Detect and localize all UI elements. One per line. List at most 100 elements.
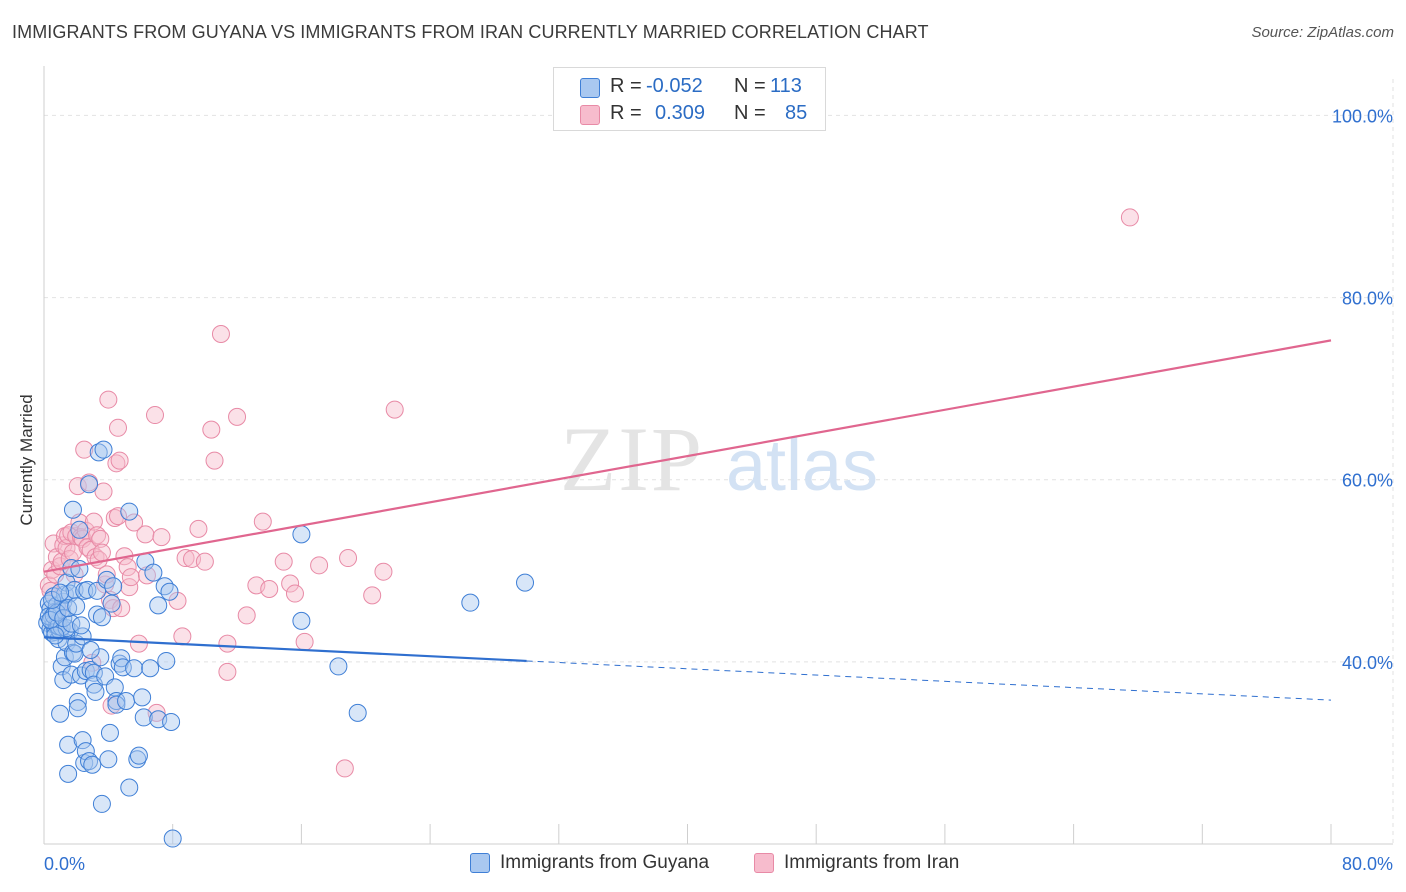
y-axis-label: Currently Married: [17, 394, 36, 526]
bottom-legend-swatch-iran: [754, 853, 774, 873]
data-point-guyana: [329, 657, 348, 676]
data-point-iran: [146, 406, 165, 425]
data-point-iran: [295, 632, 314, 651]
data-point-iran: [112, 599, 131, 618]
data-point-iran: [152, 528, 171, 547]
bottom-legend-label-iran: Immigrants from Iran: [784, 852, 960, 873]
data-point-iran: [285, 584, 304, 603]
axes: [43, 66, 1393, 845]
data-point-guyana: [68, 692, 87, 711]
legend-n-value: 113: [770, 75, 802, 97]
data-point-iran: [121, 568, 140, 587]
data-point-guyana: [107, 695, 126, 714]
stats-legend: R = -0.052 N = 113 R = 0.309 N = 85: [553, 67, 826, 131]
data-point-guyana: [88, 605, 107, 624]
data-point-iran: [84, 512, 103, 531]
data-point-guyana: [46, 626, 65, 645]
data-point-iran: [205, 451, 224, 470]
watermark: ZIP atlas: [560, 408, 878, 510]
data-point-iran: [274, 552, 293, 571]
gridlines: [44, 79, 1394, 844]
data-point-guyana: [51, 583, 70, 602]
data-point-guyana: [67, 597, 86, 616]
legend-n-label: N =: [734, 102, 766, 124]
data-point-guyana: [155, 577, 174, 596]
data-point-iran: [253, 512, 272, 531]
legend-swatch-guyana: [580, 78, 600, 98]
data-point-iran: [97, 565, 116, 584]
data-point-guyana: [144, 563, 163, 582]
data-point-guyana: [70, 520, 89, 539]
data-point-iran: [228, 407, 247, 426]
data-point-iran: [107, 454, 126, 473]
tick-labels: 40.0% 60.0% 80.0% 100.0% 0.0% 80.0%: [44, 106, 1393, 874]
data-point-iran: [91, 529, 110, 548]
data-point-iran: [1120, 208, 1139, 227]
trend-line-guyana: [43, 636, 527, 663]
trend-line-guyana-extrapolated: [526, 660, 1332, 701]
data-point-iran: [92, 543, 111, 562]
data-point-iran: [129, 634, 148, 653]
data-point-iran: [281, 574, 300, 593]
data-point-guyana: [80, 475, 99, 494]
data-point-guyana: [117, 692, 136, 711]
data-point-guyana: [160, 582, 179, 601]
data-point-guyana: [59, 764, 78, 783]
trend-lines: [43, 339, 1332, 701]
series-guyana-points: [38, 440, 535, 848]
data-point-guyana: [120, 502, 139, 521]
legend-r-value: 0.309: [655, 102, 706, 124]
data-point-guyana: [86, 682, 105, 701]
y-tick-label: 60.0%: [1342, 471, 1393, 491]
data-point-iran: [335, 759, 354, 778]
data-point-iran: [118, 558, 137, 577]
data-point-guyana: [59, 735, 78, 754]
watermark-zip: ZIP: [560, 408, 704, 510]
data-point-guyana: [94, 440, 113, 459]
data-point-guyana: [163, 829, 182, 848]
data-point-iran: [310, 556, 329, 575]
data-point-iran: [88, 526, 107, 545]
y-tick-label: 40.0%: [1342, 653, 1393, 673]
bottom-legend-label-guyana: Immigrants from Guyana: [500, 852, 710, 873]
data-point-guyana: [104, 577, 123, 596]
data-point-iran: [339, 549, 358, 568]
y-tick-label: 80.0%: [1342, 289, 1393, 309]
data-point-guyana: [292, 611, 311, 630]
x-tick-label: 80.0%: [1342, 854, 1393, 874]
data-point-iran: [75, 440, 94, 459]
data-point-iran: [218, 634, 237, 653]
data-point-guyana: [72, 616, 91, 635]
data-point-guyana: [292, 525, 311, 544]
data-point-iran: [68, 477, 87, 496]
data-point-iran: [260, 580, 279, 598]
data-point-guyana: [63, 500, 82, 519]
data-point-iran: [173, 627, 192, 646]
data-point-iran: [99, 390, 118, 409]
data-point-guyana: [51, 704, 70, 723]
data-point-guyana: [133, 688, 152, 707]
data-point-guyana: [125, 659, 144, 678]
data-point-guyana: [112, 649, 131, 668]
data-point-iran: [94, 482, 113, 501]
data-point-iran: [109, 507, 128, 526]
data-point-guyana: [78, 580, 97, 599]
data-point-iran: [374, 562, 393, 581]
data-point-guyana: [162, 712, 181, 731]
x-tick-label: 0.0%: [44, 854, 85, 874]
data-point-iran: [110, 451, 129, 470]
data-point-guyana: [80, 752, 99, 771]
data-point-iran: [218, 662, 237, 681]
legend-r-label: R =: [610, 75, 642, 97]
data-point-guyana: [81, 641, 100, 660]
data-point-guyana: [141, 659, 160, 678]
data-point-guyana: [73, 731, 92, 750]
legend-row-guyana: R = -0.052 N = 113: [554, 72, 825, 100]
legend-r-value: -0.052: [646, 75, 703, 97]
data-point-iran: [237, 606, 256, 625]
legend-row-iran: R = 0.309 N = 85: [554, 99, 825, 127]
data-point-guyana: [516, 573, 535, 592]
data-point-guyana: [92, 794, 111, 813]
data-point-guyana: [92, 608, 111, 627]
